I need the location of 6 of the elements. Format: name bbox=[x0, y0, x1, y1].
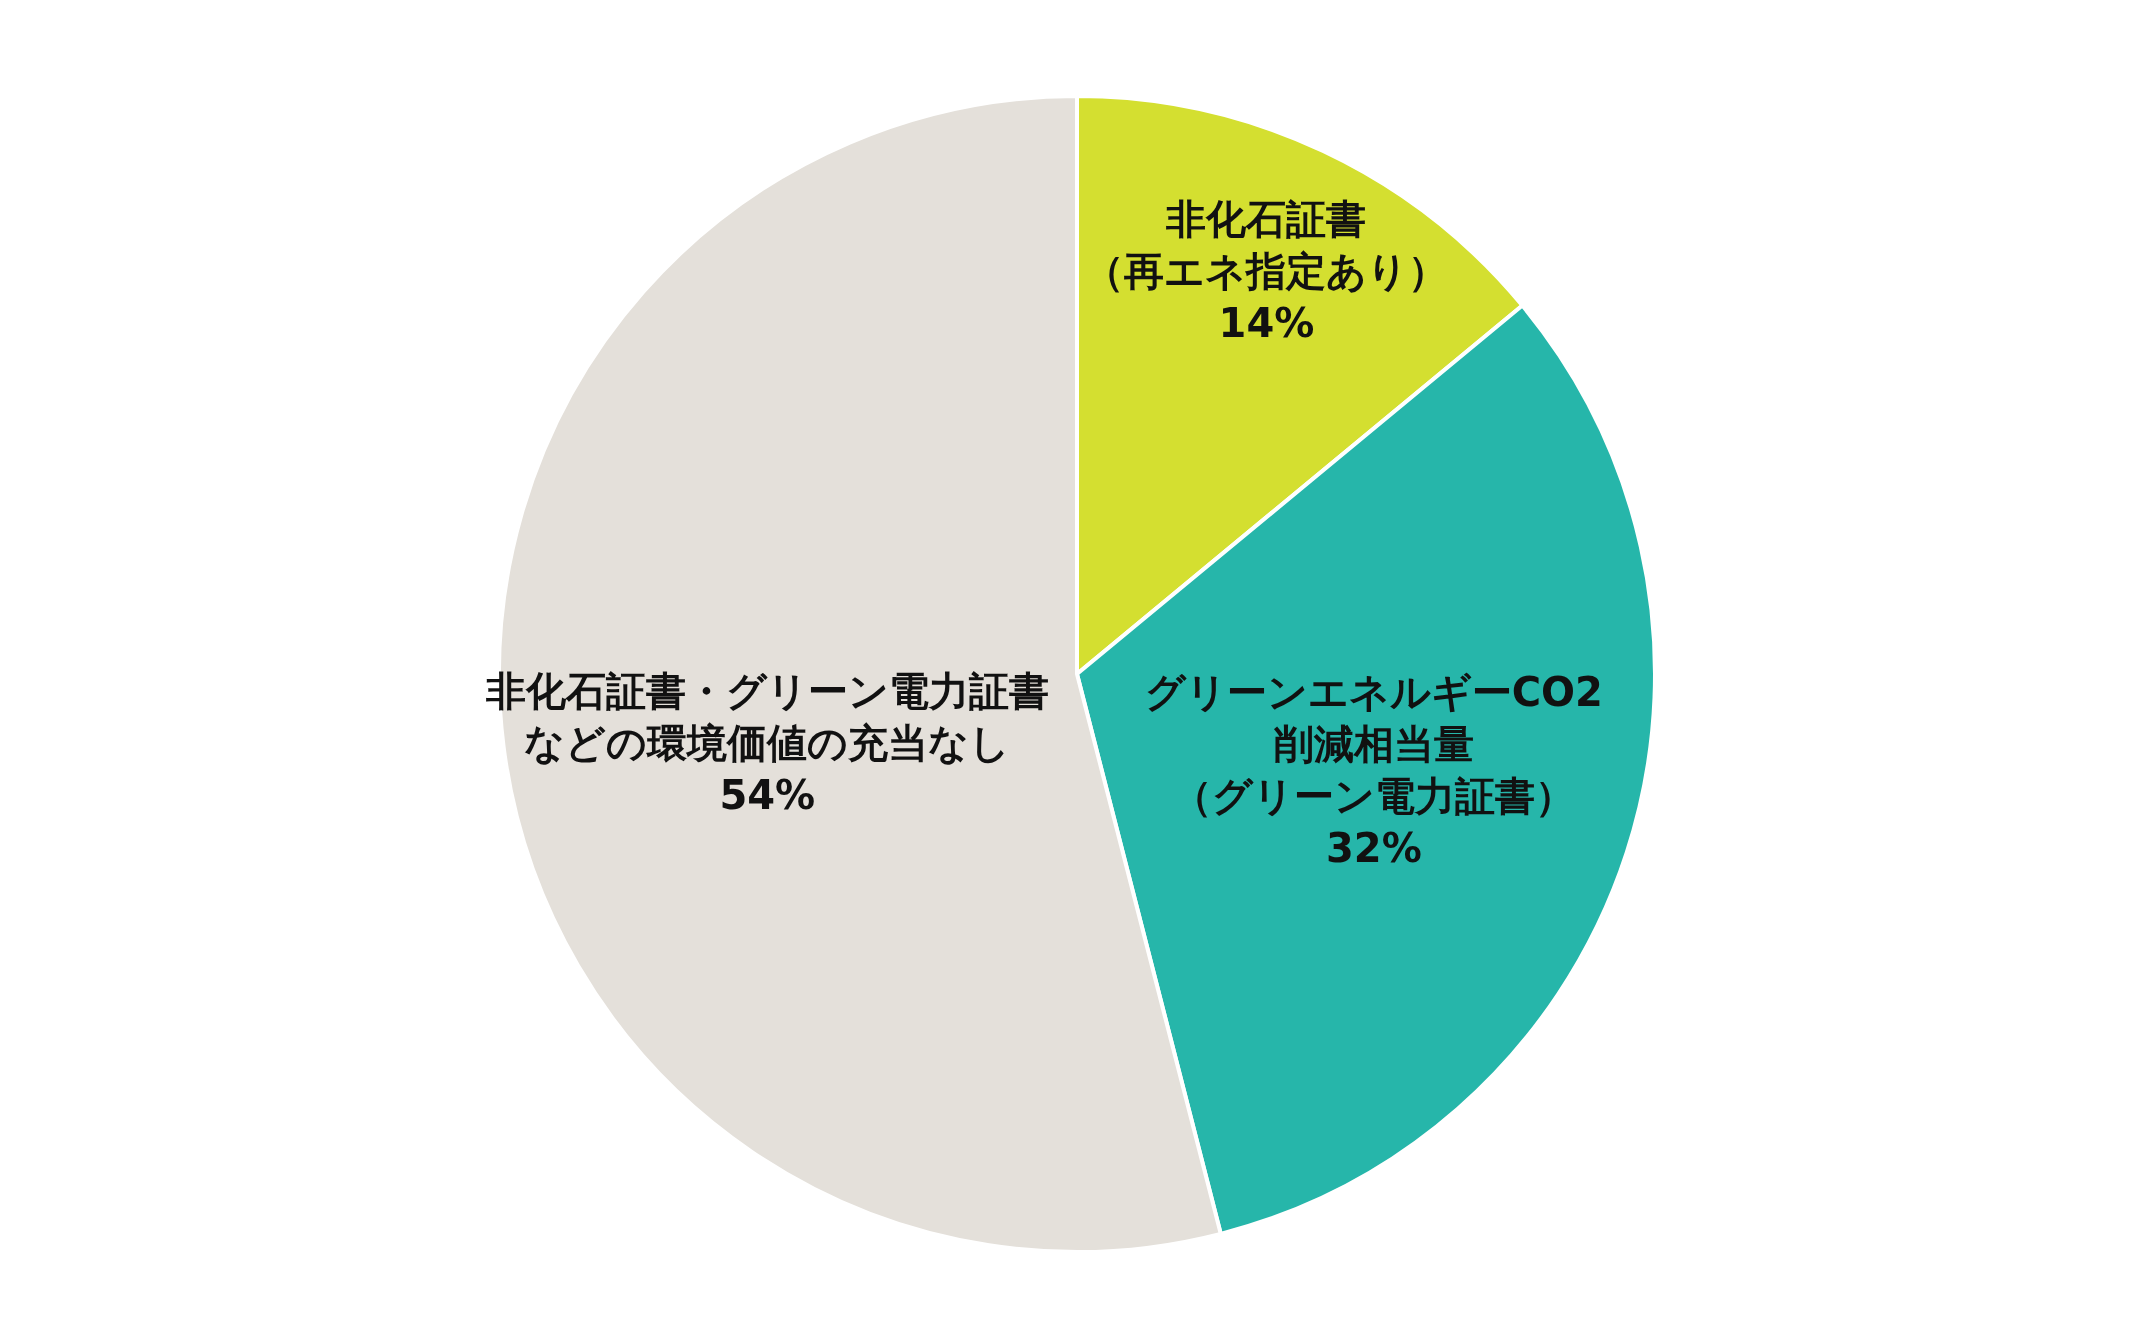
slice-label: グリーンエネルギーCO2削減相当量（グリーン電力証書） bbox=[1144, 669, 1603, 820]
slice-label: 非化石証書（再エネ指定あり） bbox=[1084, 196, 1449, 295]
data-label: 14% bbox=[1218, 300, 1315, 347]
data-label: 54% bbox=[719, 772, 816, 819]
data-label: 32% bbox=[1325, 825, 1422, 872]
slice-label: 非化石証書・グリーン電力証書などの環境価値の充当なし bbox=[484, 668, 1049, 767]
